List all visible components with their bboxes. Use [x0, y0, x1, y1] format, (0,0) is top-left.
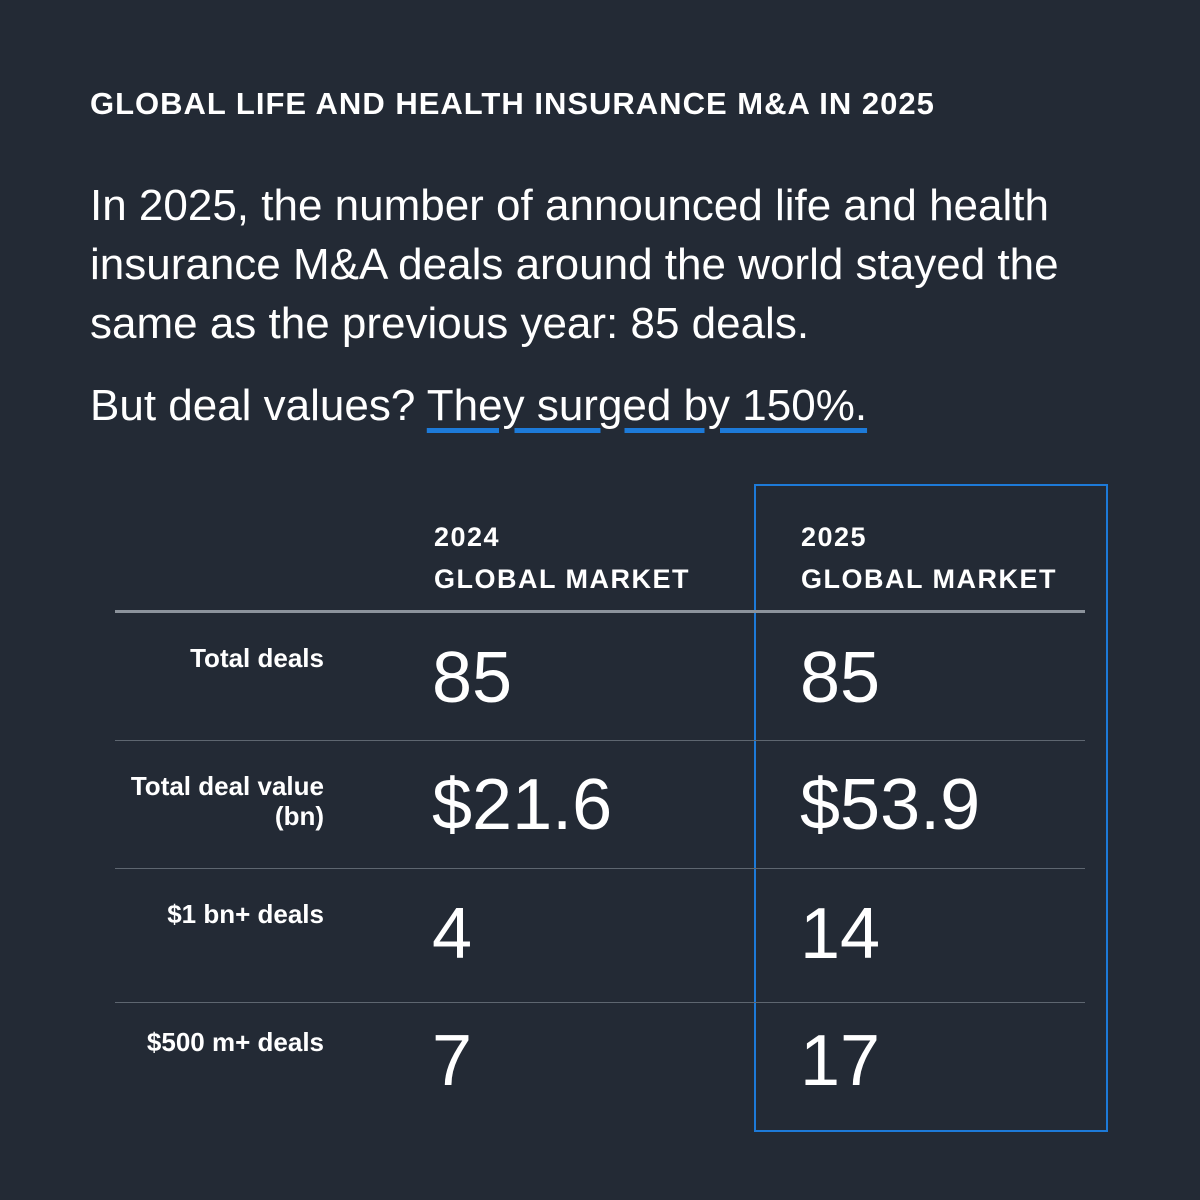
row-label-line: Total deal value: [130, 771, 324, 801]
cell-total-deal-value-2024: $21.6: [432, 765, 613, 845]
cell-total-deals-2025: 85: [800, 638, 881, 718]
cell-1bn-deals-2025: 14: [800, 894, 881, 974]
cell-total-deal-value-2025: $53.9: [800, 765, 981, 845]
intro-paragraph: In 2025, the number of announced life an…: [90, 181, 1059, 348]
cell-500m-deals-2025: 17: [800, 1021, 881, 1101]
row-label-line: $500 m+ deals: [146, 1027, 324, 1057]
subline-paragraph: But deal values? They surged by 150%.: [90, 378, 867, 434]
column-header-2025-label: GLOBAL MARKET: [801, 564, 1057, 594]
column-header-2024-year: 2024: [434, 522, 501, 552]
column-header-2025: 2025 GLOBAL MARKET: [801, 516, 1057, 600]
cell-total-deals-2024: 85: [432, 638, 513, 718]
column-header-2025-year: 2025: [801, 522, 868, 552]
table-2025-highlight-box: [754, 484, 1108, 1132]
row-label-line: (bn): [274, 801, 324, 831]
row-label-500m-deals: $500 m+ deals: [147, 1027, 324, 1057]
page-kicker: GLOBAL LIFE AND HEALTH INSURANCE M&A IN …: [90, 86, 935, 121]
table-header-rule: [115, 610, 1085, 613]
row-rule: [115, 1002, 1085, 1003]
cell-500m-deals-2024: 7: [432, 1021, 473, 1101]
row-label-total-deal-value: Total deal value (bn): [131, 771, 324, 831]
row-rule: [115, 740, 1085, 741]
row-label-1bn-deals: $1 bn+ deals: [167, 899, 324, 929]
row-rule: [115, 868, 1085, 869]
column-header-2024: 2024 GLOBAL MARKET: [434, 516, 690, 600]
subline-prefix: But deal values?: [90, 381, 427, 430]
cell-1bn-deals-2024: 4: [432, 894, 473, 974]
row-label-line: Total deals: [190, 643, 324, 673]
column-header-2024-label: GLOBAL MARKET: [434, 564, 690, 594]
row-label-line: $1 bn+ deals: [167, 899, 324, 929]
row-label-total-deals: Total deals: [190, 643, 324, 673]
subline-highlight: They surged by 150%.: [426, 381, 868, 430]
